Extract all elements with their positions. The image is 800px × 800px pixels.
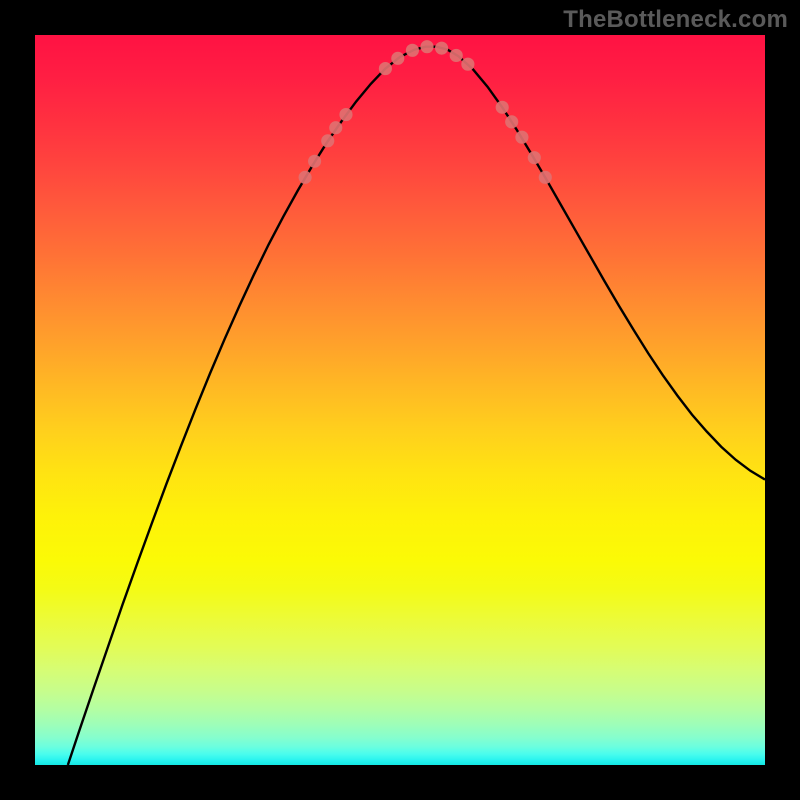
curve-marker — [321, 134, 334, 147]
curve-marker — [391, 52, 404, 65]
curve-marker — [420, 40, 433, 53]
curve-marker — [496, 101, 509, 114]
curve-marker — [379, 62, 392, 75]
curve-marker — [339, 108, 352, 121]
curve-marker — [308, 155, 321, 168]
curve-marker — [329, 121, 342, 134]
curve-marker — [528, 151, 541, 164]
curve-marker — [461, 58, 474, 71]
curve-marker — [299, 171, 312, 184]
chart-frame: TheBottleneck.com — [0, 0, 800, 800]
curve-marker — [539, 171, 552, 184]
curve-marker — [515, 131, 528, 144]
curve-marker — [450, 49, 463, 62]
plot-area — [35, 35, 765, 765]
curve-marker — [435, 42, 448, 55]
gradient-background — [35, 35, 765, 765]
curve-marker — [505, 115, 518, 128]
curve-marker — [406, 44, 419, 57]
watermark-text: TheBottleneck.com — [563, 6, 788, 34]
chart-svg — [35, 35, 765, 765]
